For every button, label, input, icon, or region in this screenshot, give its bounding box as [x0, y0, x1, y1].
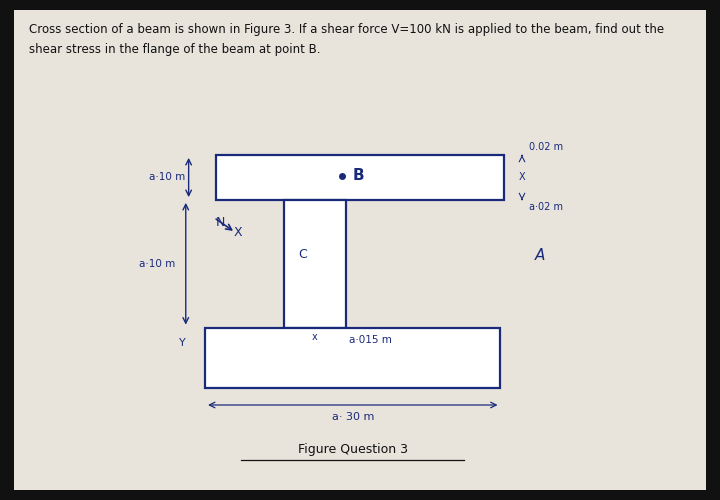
Text: 0.02 m: 0.02 m	[529, 142, 563, 152]
Bar	[284, 200, 346, 328]
Text: Figure Question 3: Figure Question 3	[298, 442, 408, 456]
Text: X: X	[518, 172, 526, 182]
Bar	[216, 155, 504, 200]
Text: a· 30 m: a· 30 m	[332, 412, 374, 422]
Text: X: X	[234, 226, 243, 239]
Text: a·015 m: a·015 m	[349, 335, 392, 345]
Text: A: A	[535, 248, 545, 262]
Text: Y: Y	[179, 338, 186, 347]
Text: a·10 m: a·10 m	[139, 259, 175, 269]
Text: x: x	[312, 332, 318, 342]
Text: shear stress in the flange of the beam at point B.: shear stress in the flange of the beam a…	[29, 42, 320, 56]
Text: a·10 m: a·10 m	[149, 172, 185, 182]
Text: Cross section of a beam is shown in Figure 3. If a shear force V=100 kN is appli: Cross section of a beam is shown in Figu…	[29, 22, 664, 36]
Text: N: N	[216, 216, 225, 229]
Text: a·02 m: a·02 m	[529, 202, 563, 212]
Text: B: B	[353, 168, 364, 184]
Text: C: C	[298, 248, 307, 262]
Bar	[205, 328, 500, 388]
